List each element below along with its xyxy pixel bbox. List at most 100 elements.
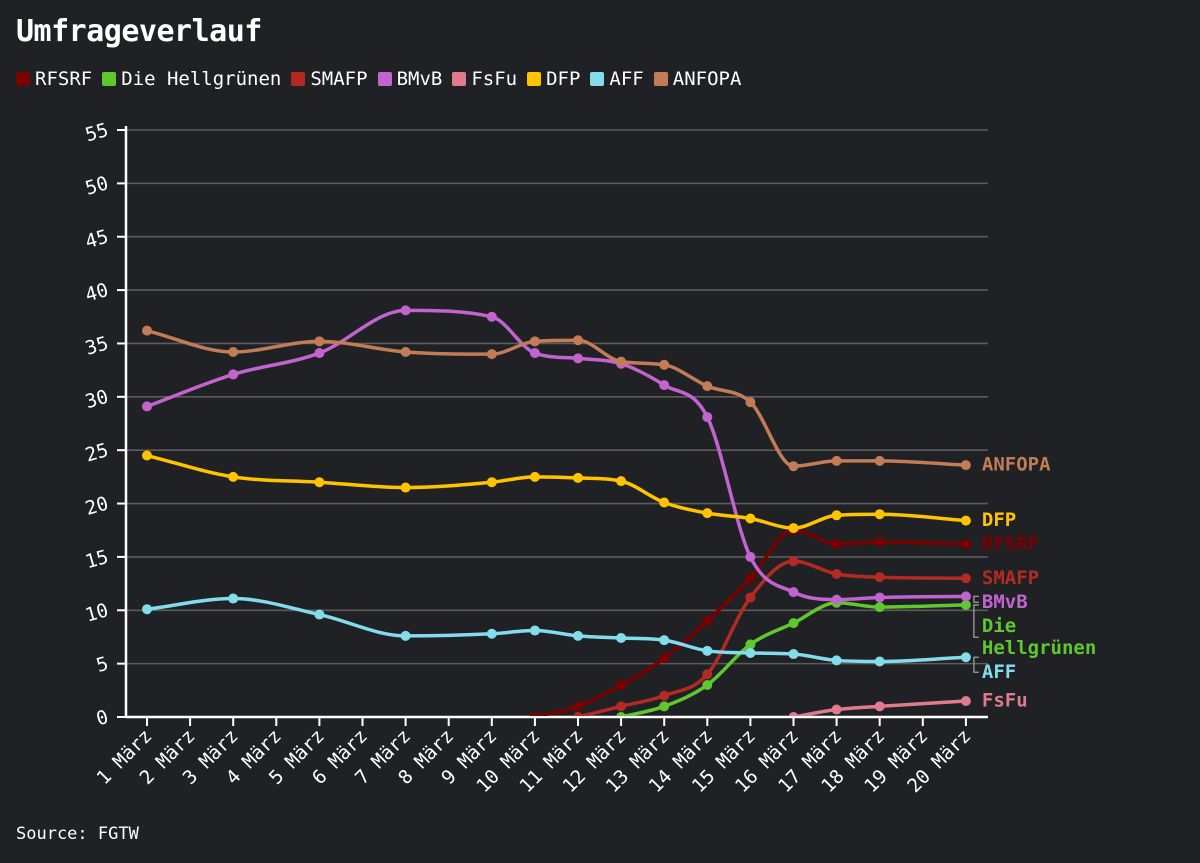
y-tick-label: 30 bbox=[83, 386, 111, 413]
data-point-anfopa bbox=[874, 455, 885, 466]
data-point-rfsrf bbox=[659, 653, 670, 664]
data-point-aff bbox=[874, 656, 885, 667]
data-point-dfp bbox=[659, 497, 670, 508]
data-point-die-hellgrunen bbox=[616, 712, 626, 716]
data-point-dfp bbox=[831, 510, 842, 521]
legend-label: BMvB bbox=[396, 68, 443, 90]
end-label-text: RFSRF bbox=[982, 533, 1039, 555]
data-point-bmvb bbox=[874, 592, 885, 603]
data-point-rfsrf bbox=[573, 701, 583, 712]
chart-legend: RFSRF Die Hellgrünen SMAFP BMvB FsFu DFP AFF AN… bbox=[16, 68, 751, 90]
data-point-bmvb bbox=[573, 353, 583, 364]
data-point-anfopa bbox=[228, 346, 239, 357]
end-label-text: AFF bbox=[982, 661, 1016, 683]
data-point-fsfu bbox=[831, 704, 842, 715]
legend-swatch bbox=[653, 72, 668, 86]
end-label-text: ANFOPA bbox=[982, 454, 1051, 476]
end-label-text: DFP bbox=[982, 509, 1016, 531]
series-line-anfopa bbox=[145, 328, 968, 468]
legend-item-die-hellgrunen: Die Hellgrünen bbox=[102, 68, 281, 90]
data-point-bmvb bbox=[228, 369, 239, 380]
data-point-dfp bbox=[616, 476, 627, 487]
legend-swatch bbox=[377, 72, 392, 86]
data-point-rfsrf bbox=[616, 679, 627, 690]
source-note: Source: FGTW bbox=[16, 824, 139, 844]
legend-swatch bbox=[102, 72, 117, 86]
data-point-anfopa bbox=[745, 397, 756, 408]
legend-label: DFP bbox=[546, 68, 581, 90]
data-point-anfopa bbox=[400, 346, 411, 357]
data-point-smafp bbox=[659, 690, 670, 701]
data-point-bmvb bbox=[831, 594, 842, 605]
y-tick-label: 40 bbox=[83, 279, 111, 306]
legend-label: FsFu bbox=[471, 68, 518, 90]
data-point-anfopa bbox=[529, 336, 540, 347]
series-line-fsfu bbox=[792, 699, 968, 716]
y-tick-label: 55 bbox=[83, 119, 111, 146]
legend-swatch bbox=[527, 72, 542, 86]
data-point-bmvb bbox=[702, 412, 713, 423]
end-label-text: SMAFP bbox=[982, 567, 1039, 589]
data-point-dfp bbox=[960, 515, 971, 526]
series-line-dfp bbox=[145, 453, 968, 530]
data-point-die-hellgrunen bbox=[745, 639, 756, 650]
label-connector bbox=[973, 604, 979, 638]
data-point-aff bbox=[831, 655, 842, 666]
data-point-anfopa bbox=[616, 356, 627, 367]
data-point-fsfu bbox=[788, 712, 799, 716]
data-point-smafp bbox=[573, 712, 583, 716]
data-point-rfsrf bbox=[702, 615, 713, 626]
data-point-anfopa bbox=[142, 325, 152, 336]
end-label-text: BMvB bbox=[982, 591, 1028, 613]
label-connector bbox=[973, 656, 979, 673]
data-point-smafp bbox=[702, 669, 713, 680]
legend-swatch bbox=[291, 72, 306, 86]
data-point-die-hellgrunen bbox=[702, 679, 713, 690]
data-point-aff bbox=[616, 633, 627, 644]
end-label-text: Die bbox=[982, 615, 1016, 637]
data-point-rfsrf bbox=[874, 536, 885, 547]
y-tick-label: 25 bbox=[83, 439, 111, 466]
data-point-bmvb bbox=[314, 348, 325, 359]
end-label-rfsrf: RFSRF bbox=[982, 533, 1039, 555]
data-point-bmvb bbox=[659, 380, 670, 391]
data-point-anfopa bbox=[486, 349, 497, 360]
legend-item-rfsrf: RFSRF bbox=[16, 68, 92, 90]
data-point-dfp bbox=[314, 477, 325, 488]
data-point-dfp bbox=[874, 509, 885, 520]
y-tick-label: 10 bbox=[83, 599, 111, 626]
series-line-aff bbox=[145, 596, 968, 664]
data-point-smafp bbox=[831, 568, 842, 579]
data-point-anfopa bbox=[788, 461, 799, 472]
data-point-fsfu bbox=[874, 701, 885, 712]
legend-item-smafp: SMAFP bbox=[291, 68, 368, 90]
plot-area bbox=[142, 305, 971, 716]
chart-title: Umfrageverlauf bbox=[16, 14, 262, 49]
y-tick-label: 20 bbox=[83, 492, 111, 519]
data-point-die-hellgrunen bbox=[659, 701, 670, 712]
legend-item-anfopa: ANFOPA bbox=[653, 68, 741, 90]
y-tick-label: 0 bbox=[94, 706, 111, 730]
data-point-bmvb bbox=[529, 348, 540, 359]
data-point-anfopa bbox=[960, 460, 971, 471]
data-point-rfsrf bbox=[831, 539, 842, 550]
data-point-bmvb bbox=[142, 401, 152, 412]
y-tick-label: 45 bbox=[83, 226, 111, 253]
data-point-aff bbox=[400, 630, 411, 641]
end-label-text: FsFu bbox=[982, 689, 1028, 711]
data-point-aff bbox=[573, 630, 583, 641]
y-tick-label: 35 bbox=[83, 332, 111, 359]
data-point-aff bbox=[486, 628, 497, 639]
label-connector bbox=[973, 595, 979, 603]
data-point-bmvb bbox=[960, 591, 971, 602]
legend-swatch bbox=[590, 72, 605, 86]
data-point-aff bbox=[529, 625, 540, 636]
legend-label: SMAFP bbox=[310, 68, 368, 90]
end-label-aff: AFF bbox=[973, 656, 1016, 683]
data-point-aff bbox=[745, 647, 756, 658]
data-point-aff bbox=[659, 635, 670, 646]
data-point-dfp bbox=[745, 513, 756, 524]
data-point-die-hellgrunen bbox=[960, 599, 971, 610]
